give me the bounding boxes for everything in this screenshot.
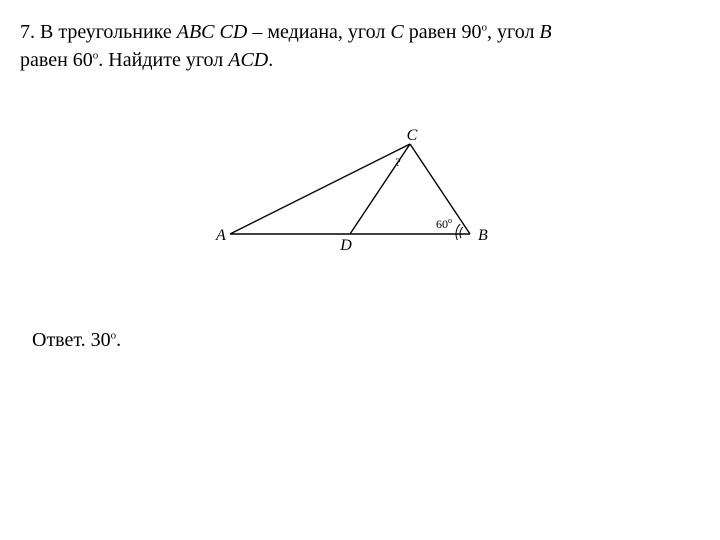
term-abc: ABC [177, 21, 215, 43]
p-mid2: равен 90 [404, 21, 482, 43]
problem-number: 7. [20, 21, 35, 43]
term-c: C [390, 21, 403, 43]
p-mid3: , угол [487, 21, 539, 43]
answer-value: 30 [86, 329, 111, 351]
svg-text:C: C [407, 127, 418, 144]
p-line2-prefix: равен 60 [20, 49, 93, 71]
svg-text:A: A [215, 227, 226, 244]
problem-statement: 7. В треугольнике ABC CD – медиана, угол… [20, 18, 700, 74]
term-cd: CD [220, 21, 248, 43]
svg-text:?: ? [395, 155, 400, 169]
p-mid1: – медиана, угол [247, 21, 390, 43]
svg-text:B: B [478, 227, 488, 244]
figure-container: ADBC?60о [20, 134, 700, 269]
p-mid4: . Найдите угол [98, 49, 228, 71]
svg-text:60о: 60о [436, 216, 452, 231]
answer-line: Ответ. 30о. [32, 329, 700, 352]
term-b: B [539, 21, 551, 43]
p-end: . [268, 49, 273, 71]
triangle-figure: ADBC?60о [220, 134, 500, 264]
answer-end: . [116, 329, 121, 351]
answer-label: Ответ. [32, 329, 86, 351]
p-txt-1: В треугольнике [35, 21, 177, 43]
term-acd: ACD [228, 49, 268, 71]
svg-text:D: D [339, 237, 352, 254]
